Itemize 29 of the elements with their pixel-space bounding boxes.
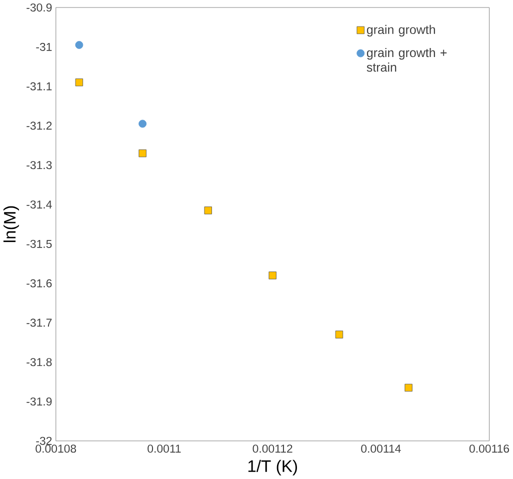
legend-label: grain growth + strain (366, 48, 447, 72)
point (268, 272, 276, 280)
point (138, 150, 146, 158)
x-tick-label: 0.00116 (469, 444, 510, 453)
point (75, 41, 84, 49)
y-tick-label: -31.4 (26, 200, 52, 209)
x-tick-label: 0.00108 (36, 444, 76, 453)
y-tick-label: -31 (36, 42, 52, 52)
y-tick-label: -31.7 (26, 318, 52, 327)
y-tick-label: -31.1 (26, 82, 52, 90)
y-tick-label: -31.6 (26, 279, 52, 288)
point (75, 78, 84, 86)
y-tick-label: -31.3 (26, 161, 52, 170)
x-axis-title: 1/T (K) (248, 460, 297, 476)
x-tick-label: 0.00112 (252, 444, 292, 453)
point (138, 120, 147, 128)
y-tick-label: -31.5 (26, 240, 52, 248)
y-tick-label: -31.2 (26, 122, 52, 130)
x-tick-label: 0.0011 (148, 444, 181, 453)
y-tick-label: -31.8 (26, 358, 52, 366)
y-tick-label: -30.9 (26, 4, 52, 12)
y-tick-label: -31.9 (26, 398, 52, 406)
x-tick-label: 0.00114 (361, 444, 401, 453)
legend-label: grain growth (366, 24, 435, 37)
point (335, 330, 344, 338)
point (404, 384, 412, 392)
y-tick-label: -32 (36, 436, 52, 446)
y-axis-title: ln(M) (3, 206, 19, 242)
point (204, 206, 212, 214)
